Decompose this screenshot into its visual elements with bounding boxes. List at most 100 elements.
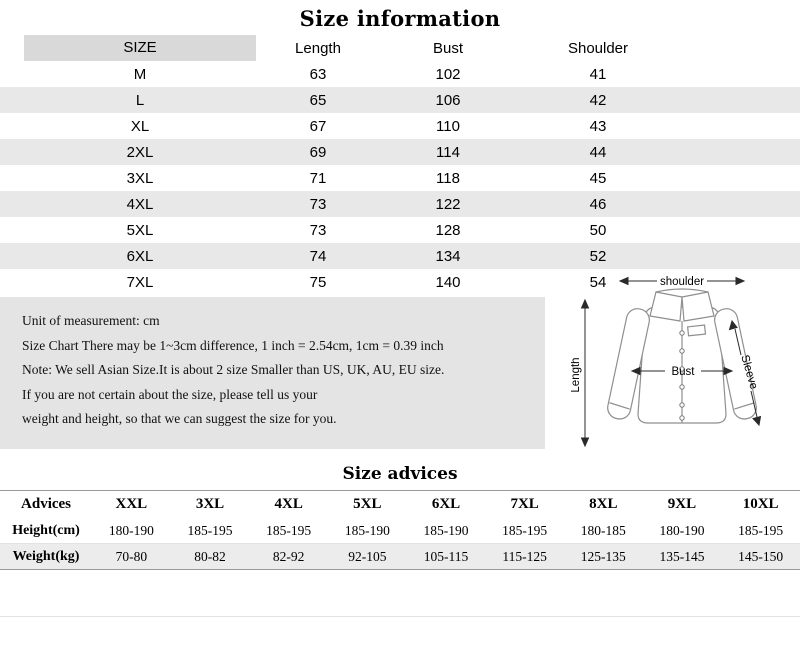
height-cell: 185-195 (502, 522, 548, 538)
filler-cell (656, 243, 800, 269)
advices-header-row: Advices XXL 3XL 4XL 5XL 6XL 7XL 8XL 9XL … (0, 491, 800, 519)
shoulder-cell: 43 (589, 117, 607, 135)
height-row-label: Height(cm) (12, 522, 80, 538)
note-line: Note: We sell Asian Size.It is about 2 s… (22, 362, 445, 378)
bust-cell: 114 (436, 143, 460, 161)
length-cell: 75 (309, 273, 327, 291)
bust-cell: 110 (436, 117, 460, 135)
measure-arrows (580, 276, 762, 448)
weight-cell: 135-145 (659, 548, 705, 564)
advices-header: 8XL (589, 496, 618, 512)
weight-cell: 105-115 (423, 548, 469, 564)
size-cell: 2XL (126, 143, 154, 161)
filler-cell (656, 113, 800, 139)
weight-cell: 125-135 (580, 548, 626, 564)
page-title: Size information (299, 6, 501, 31)
length-measure-label: Length (571, 357, 582, 392)
advices-header: 9XL (667, 496, 697, 512)
weight-row: Weight(kg) 70-80 80-82 82-92 92-105 105-… (0, 543, 800, 570)
filler-cell (656, 61, 800, 87)
bust-cell: 140 (435, 273, 461, 291)
advices-table: Advices XXL 3XL 4XL 5XL 6XL 7XL 8XL 9XL … (0, 490, 800, 570)
length-cell: 73 (309, 221, 327, 239)
length-header: Length (295, 39, 341, 57)
length-cell: 67 (309, 117, 327, 135)
notes-panel: Unit of measurement: cm Size Chart There… (0, 297, 545, 449)
size-info-page: Size information SIZE Length Bust Should… (0, 6, 800, 646)
shoulder-cell: 41 (589, 65, 607, 83)
length-cell: 69 (309, 143, 327, 161)
weight-cell: 82-92 (272, 548, 305, 564)
height-row: Height(cm) 180-190 185-195 185-195 185-1… (0, 518, 800, 544)
size-cell: 4XL (126, 195, 154, 213)
weight-cell: 115-125 (502, 548, 547, 564)
size-table-header-row: SIZE Length Bust Shoulder (0, 35, 800, 61)
advices-header: 7XL (510, 496, 539, 512)
filler-cell (656, 87, 800, 113)
height-cell: 185-190 (423, 522, 469, 538)
weight-row-label: Weight(kg) (12, 548, 80, 564)
weight-cell: 92-105 (348, 548, 387, 564)
bust-cell: 122 (435, 195, 461, 213)
weight-cell: 70-80 (115, 548, 148, 564)
shoulder-cell: 54 (589, 273, 607, 291)
shirt-measurement-diagram: shoulder Length Bust Sleeve (570, 276, 762, 448)
filler-cell (656, 217, 800, 243)
note-line: weight and height, so that we can sugges… (22, 411, 337, 427)
advices-title: Size advices (342, 464, 458, 484)
shoulder-cell: 45 (589, 169, 607, 187)
size-cell: L (135, 91, 145, 109)
size-row: M 63 102 41 (0, 61, 800, 87)
bust-cell: 102 (435, 65, 461, 83)
size-header-label: SIZE (24, 35, 256, 61)
height-cell: 185-190 (344, 522, 390, 538)
note-line: Unit of measurement: cm (22, 313, 160, 328)
note-line: Size Chart There may be 1~3cm difference… (22, 337, 444, 353)
size-cell: XL (130, 117, 150, 135)
size-row: L 65 106 42 (0, 87, 800, 113)
bust-cell: 128 (435, 221, 461, 239)
size-header: SIZE (0, 35, 280, 61)
shirt-outline (607, 288, 757, 424)
size-cell: M (133, 65, 147, 83)
height-cell: 185-195 (738, 522, 784, 538)
advices-header: Advices (21, 496, 72, 512)
bust-cell: 134 (435, 247, 461, 265)
height-cell: 180-190 (659, 522, 705, 538)
height-cell: 185-195 (266, 522, 312, 538)
bust-cell: 106 (435, 91, 461, 109)
size-row: 7XL 75 140 54 (0, 269, 800, 295)
size-table: SIZE Length Bust Shoulder M 63 102 41 L … (0, 35, 800, 295)
length-cell: 63 (309, 65, 327, 83)
length-cell: 73 (309, 195, 327, 213)
shoulder-cell: 42 (589, 91, 607, 109)
size-row: 3XL 71 118 45 (0, 165, 800, 191)
size-cell: 5XL (126, 221, 154, 239)
size-row: 4XL 73 122 46 (0, 191, 800, 217)
advices-header: 5XL (353, 496, 382, 512)
shoulder-cell: 46 (589, 195, 607, 213)
size-row: 2XL 69 114 44 (0, 139, 800, 165)
advices-header: XXL (115, 496, 148, 512)
filler-cell (656, 165, 800, 191)
filler-cell (656, 139, 800, 165)
height-cell: 180-185 (580, 522, 626, 538)
advices-header: 3XL (195, 496, 225, 512)
height-cell: 185-195 (187, 522, 233, 538)
bust-measure-label: Bust (671, 366, 695, 378)
middle-section: Unit of measurement: cm Size Chart There… (0, 276, 800, 454)
shirt-buttons (679, 330, 685, 421)
bust-header: Bust (432, 39, 463, 57)
note-line: If you are not certain about the size, p… (22, 386, 318, 402)
shirt-diagram-wrap: shoulder Length Bust Sleeve (570, 271, 796, 454)
shoulder-cell: 44 (589, 143, 607, 161)
size-row: 5XL 73 128 50 (0, 217, 800, 243)
shoulder-measure-label: shoulder (660, 276, 704, 288)
filler-cell (656, 35, 800, 61)
weight-cell: 80-82 (194, 548, 226, 564)
shoulder-cell: 52 (589, 247, 607, 265)
size-cell: 3XL (126, 169, 154, 187)
size-row: XL 67 110 43 (0, 113, 800, 139)
advices-header: 10XL (742, 496, 779, 512)
size-row: 6XL 74 134 52 (0, 243, 800, 269)
